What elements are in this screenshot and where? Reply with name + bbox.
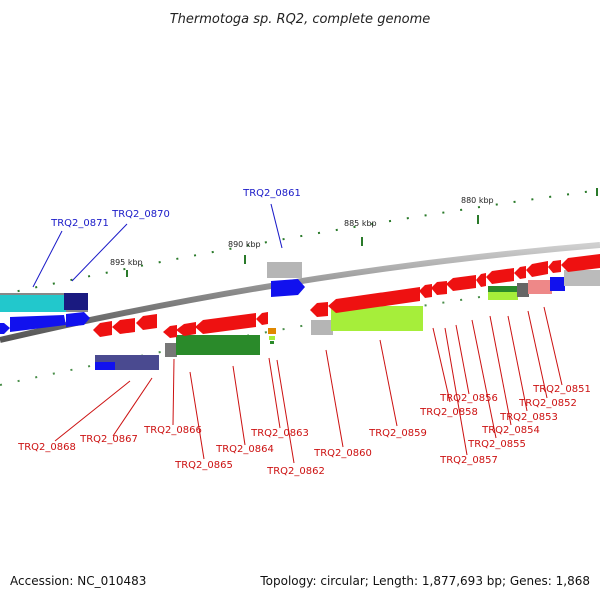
gene-0862-marker-b [269,336,275,340]
gene-0870-block [64,293,88,310]
gene-0860-gray [311,320,333,335]
gene-0852-gray [517,283,529,297]
gene-label-trq2-0857[interactable]: TRQ2_0857 [439,455,498,466]
gene-label-trq2-0858[interactable]: TRQ2_0858 [419,407,478,418]
gene-label-trq2-0867[interactable]: TRQ2_0867 [79,434,138,445]
tick-label: 885 kbp [344,219,377,228]
gene-0855-arrow [476,273,486,287]
tick-label: 880 kbp [461,196,494,205]
gene-label-trq2-0853[interactable]: TRQ2_0853 [499,412,558,423]
accession-text: Accession: NC_010483 [10,574,146,588]
gene-0851-blue [550,277,565,291]
gene-label-trq2-0860[interactable]: TRQ2_0860 [313,448,372,459]
gene-0860-arrow [310,302,328,317]
gene-label-trq2-0865[interactable]: TRQ2_0865 [174,460,233,471]
gene-label-trq2-0856[interactable]: TRQ2_0856 [439,393,498,404]
gene-label-trq2-0863[interactable]: TRQ2_0863 [250,428,309,439]
gene-0867-arrow [112,318,135,334]
gene-label-trq2-0852[interactable]: TRQ2_0852 [518,398,577,409]
gene-0870b-arrow [66,312,90,327]
gene-0864-arrow [195,313,256,334]
gene-0871b-arrow [10,315,66,332]
reverse-labels: TRQ2_0868 TRQ2_0867 TRQ2_0866 TRQ2_0865 … [17,384,591,477]
gene-label-trq2-0859[interactable]: TRQ2_0859 [368,428,427,439]
gene-0861-arrow [271,279,305,297]
tick-label: 895 kbp [110,258,143,267]
gene-0856-arrow [446,275,476,291]
gene-0859-arrow [328,287,420,313]
gene-0851-arrow [548,260,561,273]
gene-label-trq2-0866[interactable]: TRQ2_0866 [143,425,202,436]
gene-0868-arrow [93,321,112,337]
gene-0852-pink [528,280,552,294]
forward-strand-features [0,262,600,334]
gene-0865-green [176,335,260,355]
gene-label-trq2-0855[interactable]: TRQ2_0855 [467,439,526,450]
gene-0862-marker-c [270,341,274,344]
gene-0862-marker [268,328,276,334]
gene-0858-arrow [419,284,432,298]
gene-0852-arrow [526,261,548,277]
gene-0851-gray [564,270,600,286]
gene-0866-arrow [136,314,157,330]
gene-0850-arrow [561,254,600,272]
gene-0865-gray [165,343,177,357]
map-title: Thermotoga sp. RQ2, complete genome [170,12,431,27]
gene-label-trq2-0854[interactable]: TRQ2_0854 [481,425,540,436]
reverse-strand-features [93,254,600,370]
gene-0865-arrow [176,322,196,336]
gene-label-trq2-0864[interactable]: TRQ2_0864 [215,444,274,455]
reverse-callouts [54,306,563,464]
gene-0853-arrow [514,266,526,279]
tick-label: 890 kbp [228,240,261,249]
gene-0861-gray [267,262,302,278]
gene-label-trq2-0862[interactable]: TRQ2_0862 [266,466,325,477]
gene-0871-arrow [0,323,10,334]
gene-0863-arrow [256,312,268,325]
gene-label-trq2-0851[interactable]: TRQ2_0851 [532,384,591,395]
gene-0854-arrow [486,268,514,284]
genome-summary-text: Topology: circular; Length: 1,877,693 bp… [259,574,590,588]
gene-0857-arrow [431,281,447,295]
gene-label-trq2-0871[interactable]: TRQ2_0871 [50,218,109,229]
gene-label-trq2-0870[interactable]: TRQ2_0870 [111,209,170,220]
gene-label-trq2-0861[interactable]: TRQ2_0861 [242,188,301,199]
forward-labels: TRQ2_0871 TRQ2_0870 TRQ2_0861 [50,188,301,229]
scale-ruler: 895 kbp 890 kbp 885 kbp 880 kbp [0,188,600,386]
gene-0853-lime [488,292,518,300]
gene-0866b-arrow [163,325,177,338]
gene-0868-blue [95,362,115,370]
forward-callouts [32,203,283,288]
gene-0871-block [0,295,66,312]
gene-label-trq2-0868[interactable]: TRQ2_0868 [17,442,76,453]
